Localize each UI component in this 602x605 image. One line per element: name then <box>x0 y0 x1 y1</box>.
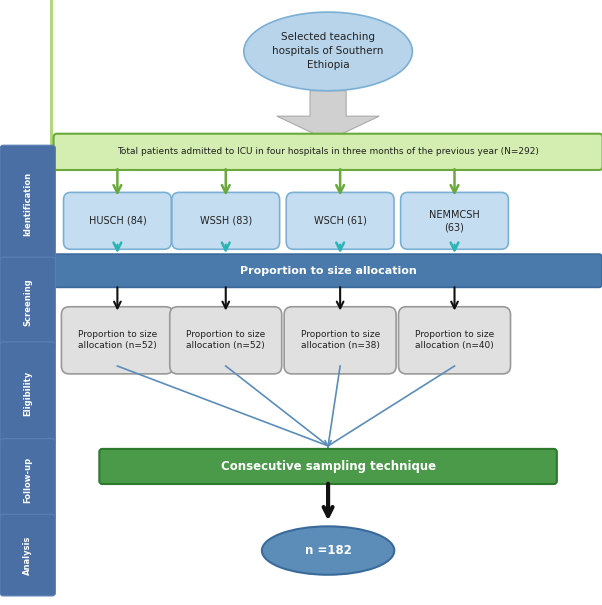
Text: WSCH (61): WSCH (61) <box>314 216 367 226</box>
FancyBboxPatch shape <box>0 257 55 348</box>
Text: Follow-up: Follow-up <box>23 456 32 503</box>
Text: WSSH (83): WSSH (83) <box>200 216 252 226</box>
Text: HUSCH (84): HUSCH (84) <box>88 216 146 226</box>
FancyBboxPatch shape <box>284 307 396 374</box>
FancyBboxPatch shape <box>54 254 602 287</box>
Text: Identification: Identification <box>23 172 32 236</box>
FancyBboxPatch shape <box>64 192 171 249</box>
FancyBboxPatch shape <box>0 439 55 520</box>
Text: NEMMCSH
(63): NEMMCSH (63) <box>429 209 480 232</box>
FancyBboxPatch shape <box>0 145 55 263</box>
FancyBboxPatch shape <box>401 192 508 249</box>
FancyBboxPatch shape <box>170 307 282 374</box>
Text: Eligibility: Eligibility <box>23 371 32 416</box>
FancyBboxPatch shape <box>61 307 173 374</box>
FancyBboxPatch shape <box>399 307 510 374</box>
FancyBboxPatch shape <box>99 449 557 484</box>
Text: Proportion to size allocation: Proportion to size allocation <box>240 266 417 276</box>
Text: Analysis: Analysis <box>23 535 32 575</box>
Text: Consecutive sampling technique: Consecutive sampling technique <box>220 460 436 473</box>
Text: Total patients admitted to ICU in four hospitals in three months of the previous: Total patients admitted to ICU in four h… <box>117 148 539 156</box>
Text: Proportion to size
allocation (n=38): Proportion to size allocation (n=38) <box>300 330 380 350</box>
Text: n =182: n =182 <box>305 544 352 557</box>
FancyBboxPatch shape <box>54 134 602 170</box>
Text: Screening: Screening <box>23 279 32 326</box>
FancyBboxPatch shape <box>0 514 55 596</box>
FancyBboxPatch shape <box>287 192 394 249</box>
Ellipse shape <box>262 526 394 575</box>
Text: Selected teaching
hospitals of Southern
Ethiopia: Selected teaching hospitals of Southern … <box>272 33 384 70</box>
Text: Proportion to size
allocation (n=52): Proportion to size allocation (n=52) <box>186 330 265 350</box>
Text: Proportion to size
allocation (n=40): Proportion to size allocation (n=40) <box>415 330 494 350</box>
Polygon shape <box>277 91 379 140</box>
Text: Proportion to size
allocation (n=52): Proportion to size allocation (n=52) <box>78 330 157 350</box>
FancyBboxPatch shape <box>172 192 279 249</box>
Ellipse shape <box>244 12 412 91</box>
FancyBboxPatch shape <box>0 342 55 445</box>
